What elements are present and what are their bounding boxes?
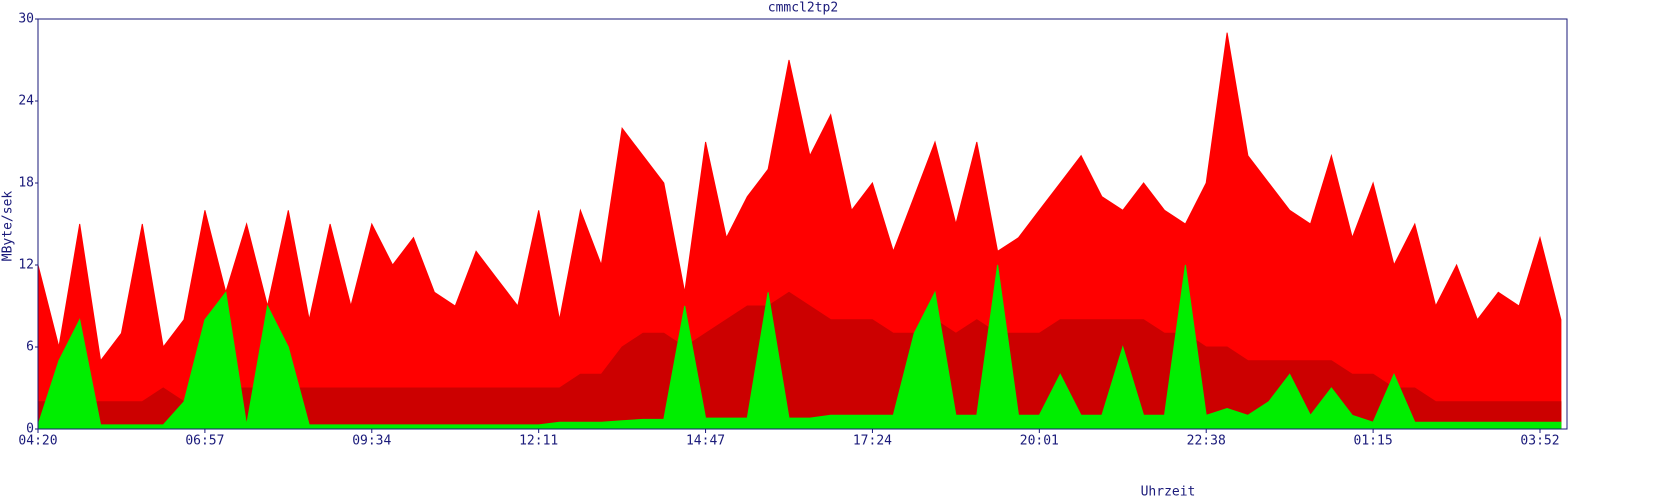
- y-axis-label: MByte/sek: [1, 191, 16, 262]
- x-tick-label: 03:52: [1520, 434, 1559, 449]
- x-axis-label: Uhrzeit: [1141, 485, 1196, 500]
- y-tick-label: 18: [18, 176, 34, 191]
- x-tick-label: 06:57: [185, 434, 224, 449]
- y-tick-label: 24: [18, 94, 34, 109]
- x-tick-label: 04:20: [18, 434, 57, 449]
- plot-frame: [37, 18, 1568, 430]
- y-tick-label: 30: [18, 12, 34, 27]
- x-tick-label: 12:11: [519, 434, 558, 449]
- y-tick-label: 6: [26, 340, 34, 355]
- x-tick-label: 22:38: [1187, 434, 1226, 449]
- x-tick-label: 20:01: [1020, 434, 1059, 449]
- x-tick-label: 14:47: [686, 434, 725, 449]
- x-tick-label: 17:24: [853, 434, 892, 449]
- chart-title: cmmcl2tp2: [768, 1, 838, 16]
- y-tick-label: 0: [26, 422, 34, 437]
- x-tick-label: 09:34: [352, 434, 391, 449]
- series-area: [37, 264, 1562, 430]
- x-tick-label: 01:15: [1354, 434, 1393, 449]
- y-tick-label: 12: [18, 258, 34, 273]
